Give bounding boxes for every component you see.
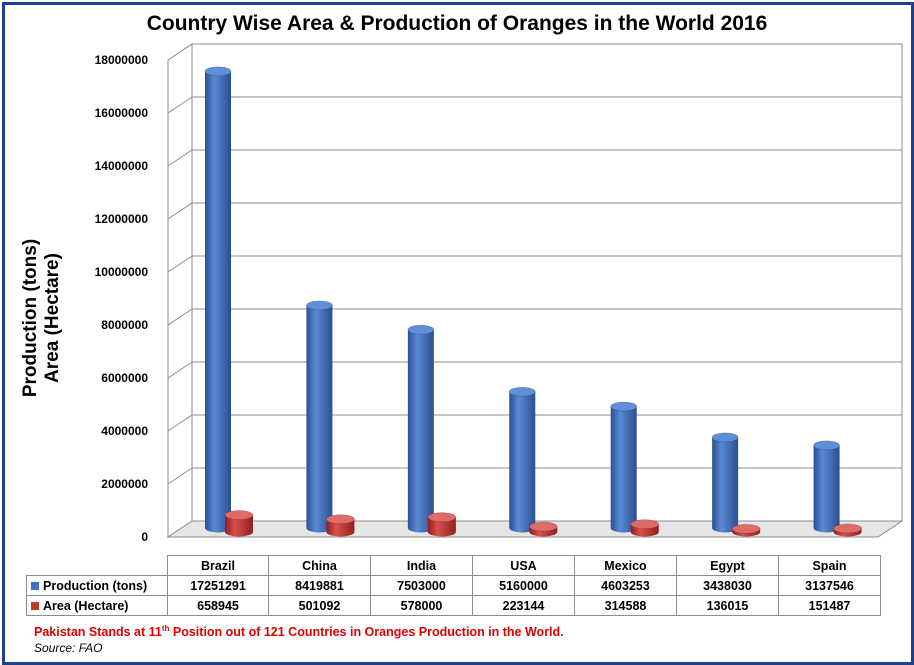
legend-swatch	[31, 582, 39, 591]
data-value: 223144	[472, 595, 575, 616]
y-tick-label: 4000000	[101, 424, 148, 438]
bar-production-top	[813, 440, 840, 451]
footnote-superscript: th	[161, 624, 170, 633]
source-note: Source: FAO	[34, 641, 103, 655]
gridline-side	[167, 96, 193, 114]
y-tick-label: 14000000	[95, 159, 149, 173]
bar-production-top	[610, 401, 638, 412]
table-corner	[26, 555, 168, 576]
bar-production	[306, 300, 333, 533]
plot-back-wall	[191, 43, 903, 522]
bar-production-top	[508, 386, 536, 397]
footnote-start: Pakistan Stands at 11	[34, 625, 162, 640]
gridline-side	[167, 361, 193, 379]
gridline-side	[167, 467, 193, 485]
legend-swatch	[31, 602, 39, 611]
data-value: 4603253	[574, 575, 677, 596]
data-value: 7503000	[370, 575, 473, 596]
category-label: Egypt	[676, 555, 779, 576]
bar-area	[833, 523, 862, 537]
bar-area	[326, 514, 355, 537]
footnote-end: Position out of 121 Countries in Oranges…	[169, 625, 564, 640]
footnote: Pakistan Stands at 11th Position out of …	[34, 624, 564, 639]
category-label: Spain	[778, 555, 881, 576]
category-label: India	[370, 555, 473, 576]
gridline-side	[167, 414, 193, 432]
data-value: 151487	[778, 595, 881, 616]
bar-area-body	[326, 519, 355, 537]
bar-area-top	[528, 521, 558, 532]
category-label: Mexico	[574, 555, 677, 576]
bar-production	[508, 386, 536, 533]
plot-side-wall	[167, 43, 193, 538]
y-tick-label: 6000000	[101, 371, 148, 385]
bar-production-top	[306, 300, 333, 311]
data-value: 3137546	[778, 575, 881, 596]
bar-area	[731, 524, 761, 537]
bar-area-body	[427, 517, 456, 537]
bar-production	[711, 432, 739, 533]
bar-area-body	[225, 515, 253, 537]
data-value: 8419881	[268, 575, 371, 596]
bar-area-top	[427, 512, 457, 522]
data-value: 501092	[268, 595, 371, 616]
bar-area-top	[833, 523, 862, 534]
bar-production-body	[205, 71, 231, 533]
data-value: 578000	[370, 595, 473, 616]
y-tick-label: 16000000	[95, 106, 149, 120]
gridline-side	[167, 202, 193, 220]
y-tick-label: 2000000	[101, 477, 148, 491]
bar-production-body	[306, 305, 333, 533]
chart-title: Country Wise Area & Production of Orange…	[146, 12, 768, 35]
bar-area	[630, 519, 660, 537]
bar-area-top	[731, 524, 761, 534]
gridline-side	[167, 43, 193, 61]
gridline-side	[167, 255, 193, 273]
y-tick-label: 12000000	[95, 212, 149, 226]
gridline-side	[167, 149, 193, 167]
data-value: 136015	[676, 595, 779, 616]
data-table: Brazil China India USA Mexico Egypt Spain Produ…	[26, 555, 881, 616]
bar-production	[813, 440, 840, 533]
y-tick-label: 10000000	[95, 265, 149, 279]
data-value: 17251291	[167, 575, 269, 596]
bar-production-top	[711, 432, 739, 443]
gridline-side	[167, 308, 193, 326]
bar-production-body	[407, 329, 434, 533]
bar-area-top	[630, 519, 660, 529]
category-label: China	[268, 555, 371, 576]
bar-production	[204, 66, 232, 533]
category-label: USA	[472, 555, 575, 576]
bar-area	[427, 512, 457, 537]
bar-production-top	[204, 66, 232, 77]
y-tick-label: 0	[141, 530, 148, 544]
y-tick-label: 8000000	[101, 318, 148, 332]
bar-production-body	[813, 445, 840, 533]
data-value: 3438030	[676, 575, 779, 596]
bar-production-body	[610, 406, 637, 533]
bar-production-body	[712, 437, 739, 533]
bar-production-body	[509, 391, 536, 533]
legend-entry: Area (Hectare)	[26, 595, 168, 616]
data-value: 314588	[574, 595, 677, 616]
bar-area	[224, 510, 254, 537]
bar-area-top	[326, 514, 355, 525]
category-label: Brazil	[167, 555, 269, 576]
y-tick-label: 18000000	[95, 53, 149, 67]
bar-area	[528, 521, 558, 537]
data-value: 5160000	[472, 575, 575, 596]
bar-area-top	[224, 510, 254, 520]
data-value: 658945	[167, 595, 269, 616]
bar-production-top	[407, 324, 435, 335]
legend-entry: Production (tons)	[26, 575, 168, 596]
bar-production	[407, 324, 435, 533]
bar-production	[610, 401, 638, 533]
